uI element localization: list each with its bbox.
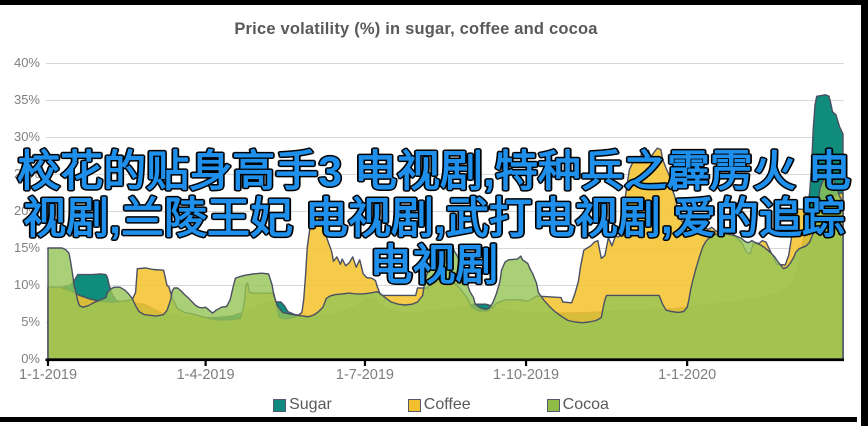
area-series-cocoa [47, 175, 844, 360]
y-axis-label-5: 5% [21, 314, 40, 329]
y-axis-label-0: 0% [21, 351, 40, 366]
legend-label-cocoa: Cocoa [562, 396, 609, 413]
x-axis-label-1-1-2019: 1-1-2019 [18, 367, 78, 383]
legend-item-sugar[interactable]: Sugar [273, 396, 332, 414]
y-axis-label-30: 30% [13, 129, 40, 144]
x-axis-label-1-1-2020: 1-1-2020 [658, 367, 717, 383]
cocoa-swatch-icon [546, 398, 560, 412]
y-axis-label-40: 40% [13, 55, 40, 70]
x-axis-label-1-10-2019: 1-10-2019 [492, 367, 560, 383]
y-axis-label-15: 15% [13, 240, 40, 255]
legend-item-coffee[interactable]: Coffee [407, 396, 471, 414]
legend-label-coffee: Coffee [423, 396, 471, 413]
y-axis-label-10: 10% [13, 277, 40, 292]
window-border-bottom [0, 417, 857, 422]
x-axis-label-1-4-2019: 1-4-2019 [176, 367, 235, 383]
chart-legend: Sugar Coffee Cocoa [14, 393, 868, 417]
coffee-swatch-icon [407, 398, 421, 412]
sugar-swatch-icon [273, 398, 287, 412]
window-border-top [0, 0, 868, 5]
legend-item-cocoa[interactable]: Cocoa [546, 396, 609, 414]
chart-title: Price volatility (%) in sugar, coffee an… [234, 20, 598, 38]
y-axis-label-20: 20% [13, 203, 40, 218]
x-axis-label-1-7-2019: 1-7-2019 [335, 367, 394, 383]
y-axis-label-25: 25% [13, 166, 40, 181]
window-border-right [861, 0, 868, 426]
legend-label-sugar: Sugar [289, 396, 332, 413]
y-axis-label-35: 35% [13, 92, 40, 107]
